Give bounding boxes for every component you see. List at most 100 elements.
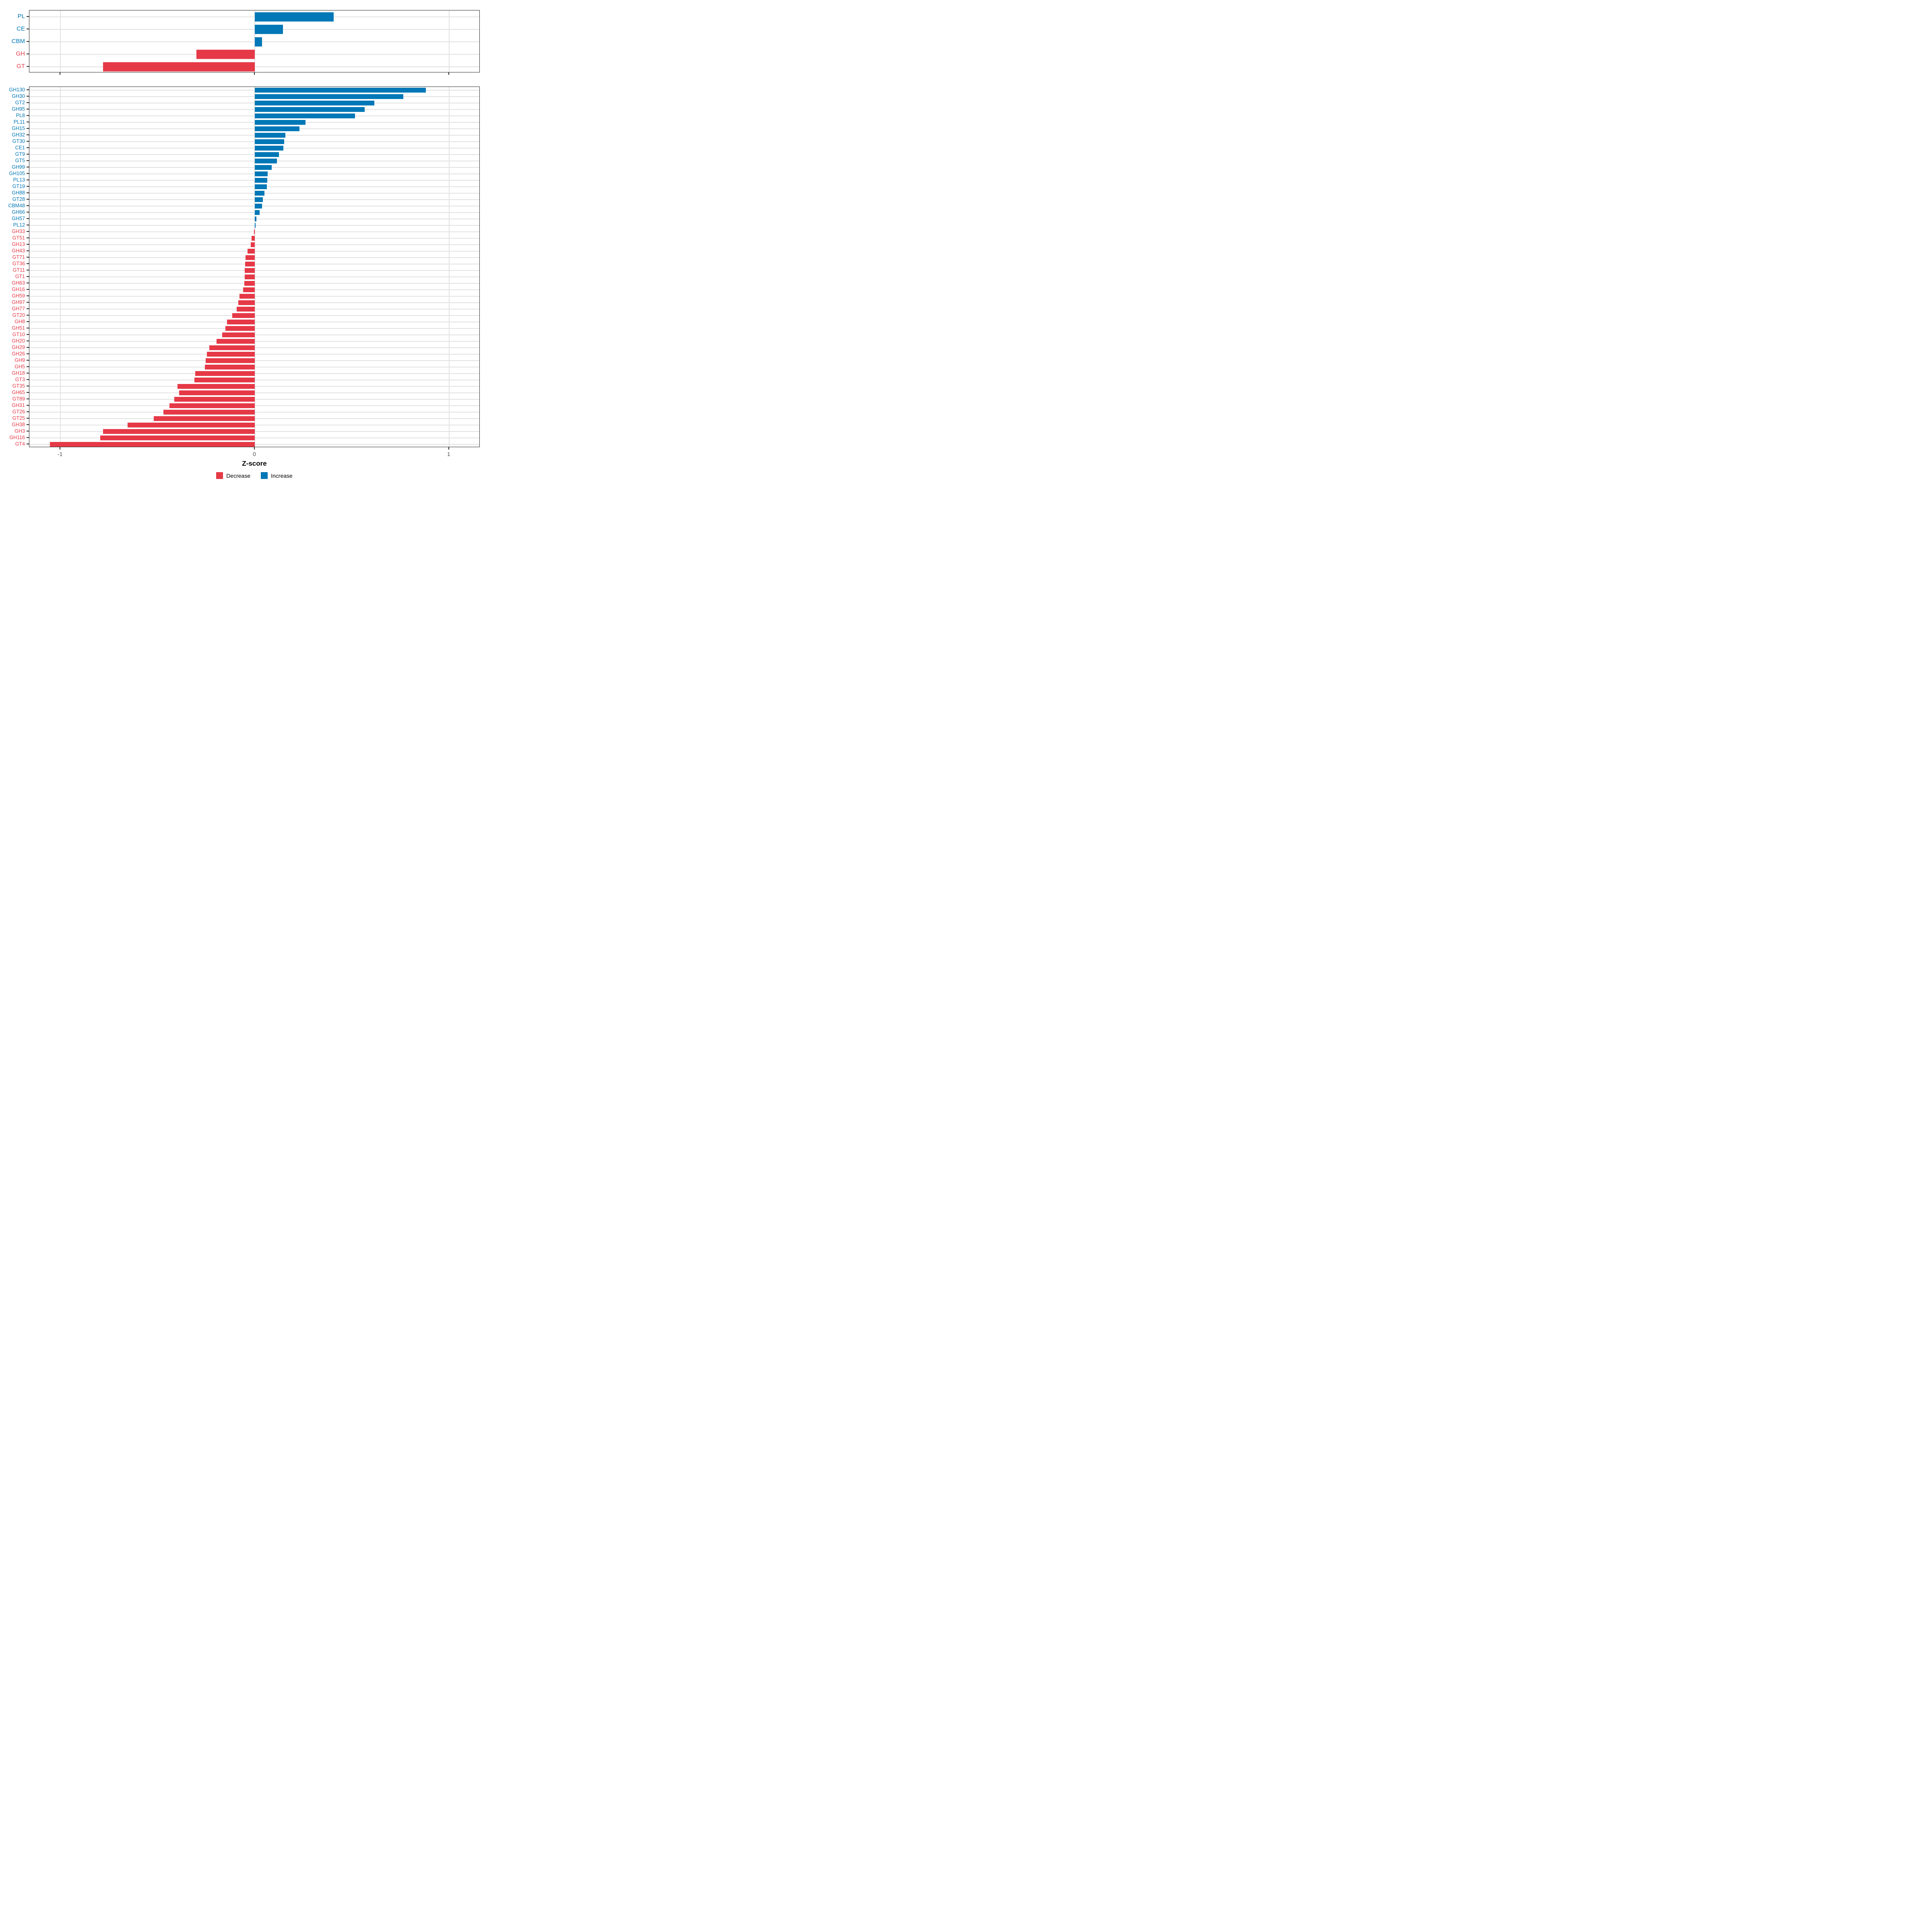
horizontal-gridline (29, 141, 479, 142)
bar-CE (255, 25, 283, 34)
bar-GT71 (245, 255, 255, 260)
y-tick (27, 411, 29, 412)
bar-GH26 (206, 352, 255, 357)
y-tick (27, 160, 29, 161)
bar-GH38 (127, 423, 255, 427)
bar-GH32 (255, 133, 285, 138)
bar-GT4 (50, 442, 255, 447)
bar-GH8 (227, 320, 255, 324)
summary-panel (29, 10, 480, 72)
horizontal-gridline (29, 109, 479, 110)
category-row-GT (29, 60, 479, 72)
y-axis-label-GT36: GT36 (12, 261, 25, 266)
bar-GT20 (232, 313, 255, 318)
y-axis-label-GH16: GH16 (12, 287, 25, 292)
y-tick (27, 315, 29, 316)
y-axis-label-PL12: PL12 (13, 222, 25, 228)
category-row-GT4 (29, 441, 479, 447)
y-axis-label-GT19: GT19 (12, 184, 25, 189)
horizontal-gridline (29, 193, 479, 194)
category-row-GH33 (29, 229, 479, 235)
category-row-GH20 (29, 338, 479, 345)
category-row-GT36 (29, 261, 479, 267)
category-row-GT51 (29, 235, 479, 242)
bar-GH116 (100, 436, 255, 440)
bar-GH57 (255, 217, 256, 221)
y-axis-label-GH29: GH29 (12, 345, 25, 350)
bar-GH43 (247, 249, 255, 254)
horizontal-gridline (29, 212, 479, 213)
y-axis-label-GH3: GH3 (14, 428, 25, 434)
y-axis-label-GH18: GH18 (12, 370, 25, 376)
category-row-GH99 (29, 164, 479, 171)
bar-GH99 (255, 165, 272, 170)
y-tick (27, 147, 29, 148)
bar-CBM48 (255, 204, 262, 208)
bar-GT3 (194, 378, 255, 382)
y-axis-label-GH30: GH30 (12, 93, 25, 99)
category-row-GH97 (29, 299, 479, 306)
detail-panel (29, 87, 480, 447)
bar-GT26 (163, 410, 255, 415)
y-tick (27, 418, 29, 419)
y-axis-label-GT25: GT25 (12, 415, 25, 421)
bar-PL (255, 12, 334, 21)
category-row-GH8 (29, 319, 479, 325)
y-tick (27, 366, 29, 367)
y-tick (27, 392, 29, 393)
category-row-GH116 (29, 435, 479, 441)
bar-GT2 (255, 101, 374, 105)
y-tick (27, 398, 29, 399)
y-axis-label-PL11: PL11 (13, 119, 25, 125)
y-axis-label-GH59: GH59 (12, 293, 25, 299)
bar-GH29 (209, 345, 255, 350)
y-tick (27, 218, 29, 219)
bar-GT19 (255, 184, 267, 189)
y-axis-label-GT5: GT5 (15, 158, 25, 163)
horizontal-gridline (29, 186, 479, 187)
category-row-PL13 (29, 177, 479, 184)
bar-GT10 (222, 332, 255, 337)
y-axis-label-GH63: GH63 (12, 280, 25, 286)
y-tick (27, 96, 29, 97)
category-row-GH66 (29, 209, 479, 216)
bar-GH59 (239, 294, 255, 299)
y-tick (27, 205, 29, 206)
y-axis-label-GT10: GT10 (12, 332, 25, 337)
category-row-GT30 (29, 138, 479, 145)
bar-GT5 (255, 159, 277, 163)
bar-GT36 (245, 262, 255, 266)
y-tick (27, 115, 29, 116)
increase-swatch (261, 472, 268, 479)
y-tick (27, 66, 29, 67)
category-row-PL8 (29, 113, 479, 119)
x-axis-title: Z-score (242, 460, 267, 467)
horizontal-gridline (29, 199, 479, 200)
x-tick (448, 447, 449, 450)
y-tick (27, 353, 29, 354)
y-axis-label-GH105: GH105 (9, 171, 25, 176)
horizontal-gridline (29, 96, 479, 97)
y-axis-label-GT4: GT4 (15, 441, 25, 447)
y-axis-label-GH13: GH13 (12, 242, 25, 247)
y-tick (27, 379, 29, 380)
y-axis-label-PL8: PL8 (16, 113, 25, 118)
y-tick (27, 424, 29, 425)
category-row-GH (29, 48, 479, 60)
vertical-gridline (254, 87, 255, 447)
bar-GT89 (174, 397, 255, 402)
y-axis-label-GT: GT (17, 63, 25, 70)
y-tick (27, 212, 29, 213)
y-axis-label-GH57: GH57 (12, 216, 25, 221)
y-axis-label-GH95: GH95 (12, 106, 25, 112)
bar-GH66 (255, 210, 260, 215)
y-tick (27, 237, 29, 238)
y-axis-label-GT28: GT28 (12, 196, 25, 202)
bar-GT35 (177, 384, 255, 389)
y-tick (27, 89, 29, 90)
category-row-GH63 (29, 280, 479, 287)
y-axis-label-GH38: GH38 (12, 422, 25, 427)
bar-GH95 (255, 107, 365, 112)
bar-GT1 (244, 275, 255, 279)
x-tick-label--1: -1 (58, 451, 63, 457)
